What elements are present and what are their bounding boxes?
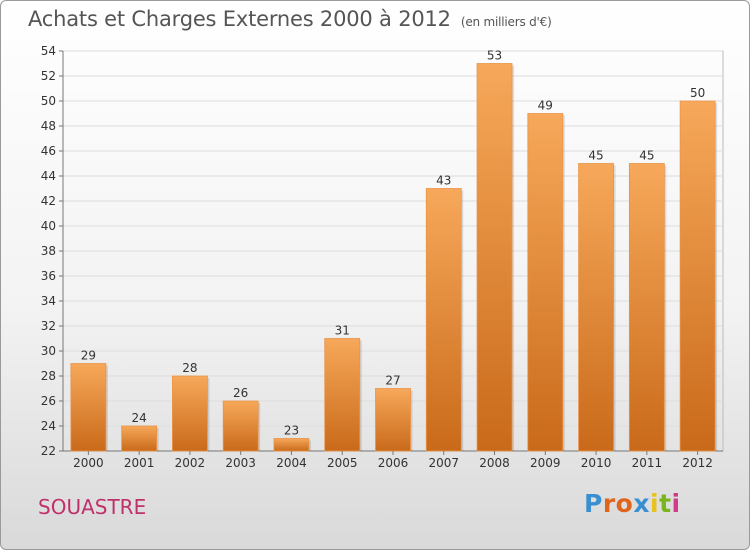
- y-tick-label: 48: [41, 119, 56, 133]
- bar-2002: [172, 375, 208, 452]
- y-tick-label: 50: [41, 94, 56, 108]
- bar-2011: [628, 163, 665, 452]
- y-tick-label: 54: [41, 44, 56, 58]
- bar-2008: [476, 63, 513, 452]
- y-tick-label: 28: [41, 369, 56, 383]
- logo-letter: i: [671, 489, 681, 518]
- x-tick-label: 2001: [124, 456, 155, 470]
- bar-2005: [324, 338, 361, 452]
- x-tick-label: 2010: [581, 456, 612, 470]
- bar-value-label: 50: [690, 86, 705, 100]
- bar-2006: [375, 388, 411, 452]
- proxiti-logo: Proxiti: [584, 489, 681, 518]
- location-name: SOUASTRE: [38, 495, 147, 519]
- x-tick-label: 2000: [73, 456, 104, 470]
- logo-letter: t: [659, 489, 672, 518]
- y-tick-label: 40: [41, 219, 56, 233]
- x-tick-label: 2002: [175, 456, 206, 470]
- bar-2010: [578, 163, 614, 452]
- bar-value-label: 49: [538, 99, 553, 113]
- bar-value-label: 53: [487, 49, 502, 63]
- y-tick-label: 44: [41, 169, 56, 183]
- bar-value-label: 29: [81, 349, 96, 363]
- y-tick-label: 26: [41, 394, 56, 408]
- bar-value-label: 28: [182, 361, 197, 375]
- bar-value-label: 27: [385, 374, 400, 388]
- y-tick-label: 24: [41, 419, 56, 433]
- x-tick-label: 2007: [428, 456, 459, 470]
- y-tick-label: 46: [41, 144, 56, 158]
- logo-letter: x: [633, 489, 650, 518]
- y-tick-label: 22: [41, 444, 56, 458]
- x-tick-label: 2009: [530, 456, 561, 470]
- bar-value-label: 23: [284, 424, 299, 438]
- bar-value-label: 31: [335, 324, 350, 338]
- x-tick-label: 2004: [276, 456, 307, 470]
- x-tick-label: 2006: [378, 456, 409, 470]
- y-tick-label: 52: [41, 69, 56, 83]
- x-tick-label: 2008: [479, 456, 510, 470]
- bar-2009: [527, 113, 564, 452]
- logo-letter: i: [650, 489, 660, 518]
- y-tick-label: 30: [41, 344, 56, 358]
- y-tick-label: 34: [41, 294, 56, 308]
- bar-value-label: 43: [436, 174, 451, 188]
- logo-letter: r: [602, 489, 616, 518]
- bar-value-label: 26: [233, 386, 248, 400]
- bar-value-label: 45: [588, 149, 603, 163]
- logo-letter: o: [615, 489, 634, 518]
- bar-2007: [425, 188, 462, 452]
- logo-letter: P: [584, 489, 603, 518]
- y-tick-label: 42: [41, 194, 56, 208]
- bar-2001: [121, 425, 158, 452]
- y-tick-label: 32: [41, 319, 56, 333]
- chart-title: Achats et Charges Externes 2000 à 2012 (e…: [28, 7, 552, 31]
- bar-2000: [70, 363, 107, 452]
- chart-title-text: Achats et Charges Externes 2000 à 2012: [28, 7, 451, 31]
- chart-unit: (en milliers d'€): [460, 15, 552, 29]
- y-tick-label: 38: [41, 244, 56, 258]
- bar-2004: [273, 438, 310, 452]
- x-tick-label: 2005: [327, 456, 358, 470]
- bar-2003: [222, 400, 259, 452]
- y-tick-label: 36: [41, 269, 56, 283]
- x-tick-label: 2012: [682, 456, 713, 470]
- x-tick-label: 2011: [632, 456, 663, 470]
- bar-2012: [679, 100, 716, 452]
- bar-value-label: 45: [639, 149, 654, 163]
- bar-value-label: 24: [132, 411, 147, 425]
- x-tick-label: 2003: [225, 456, 256, 470]
